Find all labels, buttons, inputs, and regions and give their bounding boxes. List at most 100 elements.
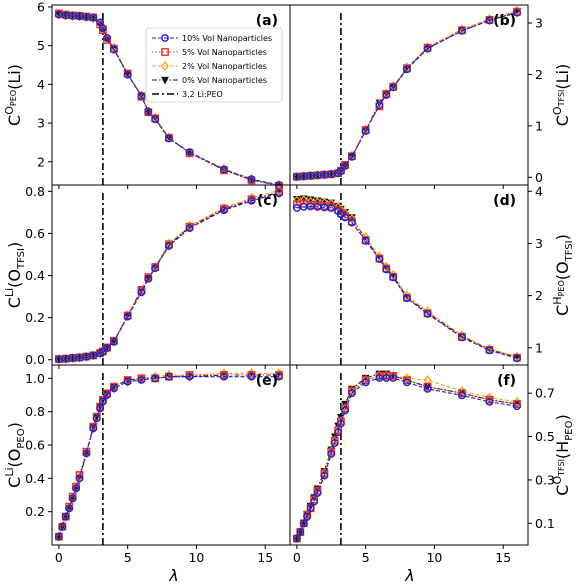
data-point xyxy=(75,11,84,22)
data-point xyxy=(137,376,146,384)
data-point xyxy=(82,449,91,458)
data-point xyxy=(327,450,336,458)
legend: 10% Vol Nanoparticles 5% Vol Nanoparticle… xyxy=(145,27,283,103)
series-line xyxy=(58,376,279,537)
axes-frame xyxy=(289,184,529,366)
y-label-sup: Li xyxy=(3,467,16,476)
y-label-parensub: TFSI xyxy=(564,240,575,262)
series-line xyxy=(296,198,518,358)
data-point xyxy=(99,24,107,33)
y-label-paren-var: Li xyxy=(5,70,24,83)
axes-frame xyxy=(289,364,529,546)
data-point xyxy=(403,294,411,303)
data-point xyxy=(292,533,301,544)
data-point xyxy=(110,337,118,346)
y-label-parensub: PEO xyxy=(16,428,27,448)
data-point xyxy=(382,265,391,274)
y-tick-label: 0.4 xyxy=(25,268,45,283)
legend-label: 3.2 Li:PEO xyxy=(182,90,223,99)
data-point xyxy=(82,448,91,459)
y-label-supsub: TFSI xyxy=(557,90,566,108)
data-point xyxy=(403,65,411,74)
data-point xyxy=(458,333,466,342)
data-point xyxy=(458,26,466,35)
y-axis-label: COTFSI(Li) xyxy=(551,64,572,127)
y-tick-label: 0.7 xyxy=(535,386,555,401)
data-point xyxy=(320,197,329,208)
data-point xyxy=(89,351,98,360)
y-label-paren-var: H xyxy=(553,441,572,453)
data-point xyxy=(423,384,432,393)
legend-label: 0% Vol Nanoparticles xyxy=(182,76,267,85)
data-point xyxy=(306,196,315,207)
y-tick-label: 0.2 xyxy=(25,310,45,325)
data-point xyxy=(89,424,98,433)
data-point xyxy=(348,218,356,227)
data-point xyxy=(320,169,329,180)
x-axis-label-left: λ xyxy=(168,566,178,585)
data-point xyxy=(89,12,98,23)
panel-tag: (e) xyxy=(256,373,278,389)
y-label-base: C xyxy=(5,477,24,488)
data-point xyxy=(341,162,349,170)
series-line xyxy=(58,14,280,186)
y-label-paren-open: ( xyxy=(553,274,572,280)
data-point xyxy=(330,435,339,446)
data-point xyxy=(96,404,105,413)
data-point xyxy=(361,378,370,387)
data-point xyxy=(513,354,521,363)
data-point xyxy=(144,107,153,116)
y-label-supsub: TFSI xyxy=(557,459,566,477)
data-point xyxy=(110,45,118,54)
data-point xyxy=(151,264,160,273)
series-line xyxy=(296,10,518,178)
data-point xyxy=(320,468,329,479)
y-tick-label: 4 xyxy=(535,184,543,199)
data-point xyxy=(72,483,81,494)
y-tick-label: 0.5 xyxy=(535,429,555,444)
data-point xyxy=(341,406,349,415)
y-tick-label: 1 xyxy=(535,340,543,355)
data-point xyxy=(423,44,432,53)
data-point xyxy=(123,376,132,387)
panel-tag: (d) xyxy=(493,193,516,209)
series-line xyxy=(58,192,280,360)
data-point xyxy=(334,428,343,437)
data-point xyxy=(382,370,391,381)
data-point xyxy=(275,372,283,381)
data-point xyxy=(485,397,494,406)
series-line xyxy=(58,189,280,360)
legend-entry: 10% Vol Nanoparticles xyxy=(152,34,272,43)
y-label-base: C xyxy=(5,115,24,126)
data-point xyxy=(327,204,336,212)
data-point xyxy=(306,170,315,181)
y-label-supsub: PEO xyxy=(9,90,18,106)
y-tick-label: 1.0 xyxy=(25,371,45,386)
data-point xyxy=(61,511,70,522)
data-point xyxy=(423,309,432,318)
data-point xyxy=(123,377,132,386)
data-point xyxy=(299,171,308,182)
x-tick-label: 10 xyxy=(188,550,204,565)
data-point xyxy=(110,384,118,393)
y-label-paren-var: O xyxy=(5,269,24,282)
y-tick-label: 6 xyxy=(37,0,45,14)
y-tick-label: 0.6 xyxy=(25,226,45,241)
y-label-base: C xyxy=(5,297,24,308)
data-point xyxy=(403,378,411,387)
y-tick-label: 0.1 xyxy=(535,516,555,531)
data-point xyxy=(327,198,336,209)
series-line xyxy=(58,372,279,537)
y-axis-label: CLi(OPEO) xyxy=(3,422,27,488)
panel-tag: (b) xyxy=(493,13,516,29)
data-point xyxy=(361,236,370,245)
panel-a: 2 3 4 5 6 (a) COPEO(Li) xyxy=(3,0,291,191)
series-line xyxy=(296,199,518,358)
y-label-sup: H xyxy=(551,296,564,304)
y-tick-label: 0.8 xyxy=(25,404,45,419)
data-point xyxy=(68,493,77,504)
data-point xyxy=(220,206,228,215)
data-point xyxy=(103,344,111,353)
x-tick-label: 5 xyxy=(362,550,370,565)
